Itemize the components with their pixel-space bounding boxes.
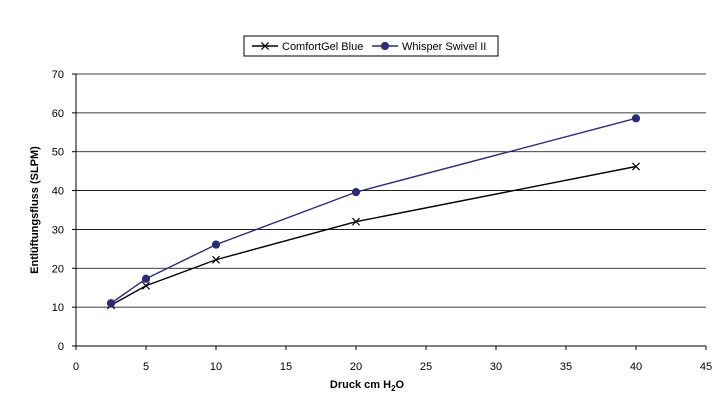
- axes: [72, 73, 707, 350]
- y-tick-label-0: 0: [58, 341, 64, 353]
- data-point-comfortgel-3-b: [351, 217, 361, 226]
- x-tick-label-45: 45: [700, 361, 712, 373]
- x-tick-label-25: 25: [420, 361, 432, 373]
- x-axis-title-suffix: O: [396, 379, 405, 391]
- x-tick-label-30: 30: [490, 361, 502, 373]
- y-axis-title: Entlüftungsfluss (SLPM): [29, 146, 41, 274]
- data-point-comfortgel-1-b: [141, 281, 151, 290]
- data-point-comfortgel-3: [351, 217, 361, 226]
- x-tick-label-0: 0: [73, 361, 79, 373]
- gridlines: [76, 73, 706, 308]
- legend: ComfortGel Blue Whisper Swivel II: [243, 35, 499, 57]
- y-tick-label-20: 20: [52, 263, 64, 275]
- y-tick-label-60: 60: [52, 108, 64, 120]
- x-axis-title-subscript: 2: [391, 384, 396, 393]
- x-tick-label-20: 20: [350, 361, 362, 373]
- y-tick-label-10: 10: [52, 302, 64, 314]
- x-axis-title-main: Druck cm H: [330, 379, 391, 391]
- data-point-comfortgel-4: [631, 162, 641, 171]
- data-point-whisper-2: [211, 240, 221, 249]
- y-tick-label-40: 40: [52, 186, 64, 198]
- tick-labels: 0 10 20 30 40 50 60 70 0 5 10 15 20 25 30 35 40 45: [52, 69, 712, 373]
- y-tick-label-30: 30: [52, 224, 64, 236]
- data-point-comfortgel-1: [141, 281, 151, 290]
- legend-marker-shape-comfortgel-b: [260, 41, 270, 51]
- x-axis-title: Druck cm H2O: [330, 379, 405, 393]
- data-point-whisper-1: [141, 274, 151, 283]
- x-tick-label-35: 35: [560, 361, 572, 373]
- series-layer: [106, 114, 641, 310]
- legend-marker-whisper: [380, 41, 390, 51]
- y-tick-label-70: 70: [52, 69, 64, 81]
- legend-marker-shape-comfortgel: [260, 41, 270, 51]
- x-tick-label-10: 10: [210, 361, 222, 373]
- x-tick-label-5: 5: [143, 361, 149, 373]
- legend-box: [243, 35, 499, 57]
- data-point-whisper-3: [351, 188, 361, 197]
- legend-marker-comfortgel: [260, 41, 270, 51]
- legend-label-whisper: Whisper Swivel II: [402, 41, 486, 53]
- x-tick-label-40: 40: [630, 361, 642, 373]
- x-tick-label-15: 15: [280, 361, 292, 373]
- data-point-whisper-4: [631, 114, 641, 123]
- data-point-comfortgel-4-b: [631, 162, 641, 171]
- data-point-whisper-0: [106, 299, 116, 308]
- legend-marker-shape-whisper: [380, 41, 390, 51]
- data-point-comfortgel-2-b: [211, 255, 221, 264]
- y-tick-label-50: 50: [52, 147, 64, 159]
- data-point-comfortgel-2: [211, 255, 221, 264]
- legend-label-comfortgel: ComfortGel Blue: [282, 41, 363, 53]
- series-line-whisper: [110, 117, 637, 304]
